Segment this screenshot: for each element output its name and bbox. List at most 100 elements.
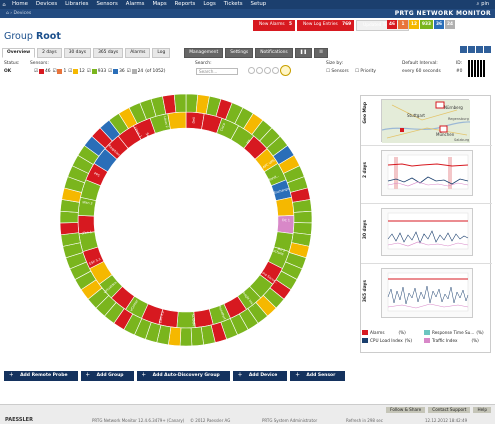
zoom-level-4[interactable] — [272, 67, 279, 74]
sensor-chip[interactable]: ☑ 933 — [87, 69, 106, 74]
search-label: Search: — [195, 61, 212, 66]
zoom-level-3[interactable] — [264, 67, 271, 74]
contact-support-button[interactable]: Contact Support — [428, 407, 471, 413]
add-sensor-button[interactable]: ＋ Add Sensor — [290, 371, 346, 381]
view-tiles-icon[interactable] — [468, 46, 475, 53]
nav-sensors[interactable]: Sensors — [96, 1, 118, 7]
tab-overview[interactable]: Overview — [2, 48, 36, 58]
zoom-level-1[interactable] — [248, 67, 255, 74]
breadcrumb-devices[interactable]: Devices — [13, 11, 32, 16]
sunburst-segment[interactable] — [185, 93, 199, 113]
tab-settings[interactable]: Settings — [225, 48, 254, 58]
tab-30-days[interactable]: 30 days — [63, 48, 92, 58]
menu-icon[interactable]: ☰ — [314, 48, 328, 58]
sunburst-segment[interactable] — [179, 327, 193, 347]
sunburst-segment[interactable] — [293, 210, 313, 224]
search-text[interactable]: pin — [481, 1, 489, 7]
legend-swatch-alarms — [362, 330, 368, 335]
tab-management[interactable]: Management — [184, 48, 224, 58]
new-alarms-button[interactable]: New Alarms 5 — [253, 20, 295, 31]
sunburst-segment[interactable] — [59, 210, 79, 224]
sunburst-segment[interactable] — [190, 326, 205, 347]
footer-copyright: © 2012 Paessler AG — [190, 418, 231, 423]
tab-alarms[interactable]: Alarms — [125, 48, 151, 58]
tab-log[interactable]: Log — [152, 48, 171, 58]
sensor-chip[interactable]: ☑ 46 — [34, 69, 51, 74]
graph-2days[interactable] — [381, 150, 473, 196]
nav-maps[interactable]: Maps — [152, 1, 167, 7]
sensor-chip[interactable]: ☑ 1 — [52, 69, 66, 74]
legend-traffic-label: Traffic Index — [432, 338, 458, 343]
sunburst-segment[interactable] — [59, 222, 80, 236]
sensor-chip[interactable]: ☑ 24 — [126, 69, 143, 74]
help-button[interactable]: Help — [473, 407, 491, 413]
view-sunburst-icon[interactable] — [484, 46, 491, 53]
tab-365-days[interactable]: 365 days — [93, 48, 124, 58]
status-count-badge[interactable]: 933 — [420, 20, 433, 29]
add-remote-probe-button[interactable]: ＋ Add Remote Probe — [4, 371, 78, 381]
nav-tickets[interactable]: Tickets — [223, 1, 243, 7]
new-log-entries-button[interactable]: New Log Entries 769 — [297, 20, 355, 31]
sunburst-label: Cisco — [219, 122, 226, 131]
home-icon[interactable]: ⌂ — [2, 1, 6, 8]
tab-2-days[interactable]: 2 days — [37, 48, 62, 58]
size-priority-option[interactable]: ☐ Priority — [355, 69, 376, 74]
sensor-chip-swatch — [131, 69, 137, 74]
nav-alarms[interactable]: Alarms — [125, 1, 145, 7]
nav-logs[interactable]: Logs — [203, 1, 216, 7]
zoom-level-selected[interactable] — [280, 65, 291, 76]
sensor-status-counts: 46 1 12 933 36 24 — [387, 20, 455, 29]
add-device-button[interactable]: ＋ Add Device — [232, 371, 288, 381]
graph-365days-label: 365 days — [363, 280, 368, 303]
size-sensors-option[interactable]: ☐ Sensors — [326, 69, 349, 74]
graph-365days[interactable] — [381, 268, 473, 318]
page-title-prefix: Group — [4, 31, 33, 42]
sensor-chip[interactable]: ☑ 36 — [108, 69, 125, 74]
nav-reports[interactable]: Reports — [174, 1, 196, 7]
nav-libraries[interactable]: Libraries — [65, 1, 89, 7]
sunburst-search-input[interactable]: Search... — [196, 68, 238, 75]
checkbox-icon[interactable]: ☑ — [86, 69, 91, 74]
follow-share-button[interactable]: Follow & Share — [386, 407, 426, 413]
add-group-button[interactable]: ＋ Add Group — [80, 371, 134, 381]
status-count-badge[interactable]: 36 — [433, 20, 444, 29]
sunburst-segment[interactable] — [167, 111, 187, 130]
geo-map[interactable]: Nürnberg Stuttgart München Regensburg Sa… — [381, 99, 471, 143]
tab-bar: Overview 2 days 30 days 365 days Alarms … — [2, 48, 328, 58]
search-icon[interactable]: ⌕ — [476, 1, 480, 7]
checkbox-icon[interactable]: ☑ — [126, 69, 131, 74]
size-priority-text: Priority — [360, 69, 376, 74]
nav-setup[interactable]: Setup — [250, 1, 267, 7]
nav-home[interactable]: Home — [12, 1, 28, 7]
graph-30days[interactable] — [381, 208, 473, 256]
top-search[interactable]: ⌕ pin — [476, 1, 489, 7]
view-list-icon[interactable] — [460, 46, 467, 53]
view-grid-icon[interactable] — [476, 46, 483, 53]
nav-devices[interactable]: Devices — [35, 1, 58, 7]
checkbox-icon[interactable]: ☑ — [68, 69, 73, 74]
status-count-badge[interactable]: 12 — [409, 20, 419, 29]
checkbox-icon[interactable]: ☑ — [108, 69, 113, 74]
brand-logo: PRTG NETWORK MONITOR — [394, 10, 491, 17]
sunburst-segment[interactable] — [173, 93, 187, 113]
status-count-badge[interactable]: 1 — [398, 20, 408, 29]
checkbox-icon[interactable]: ☑ — [34, 69, 38, 74]
breadcrumb[interactable]: ⌂ › Devices — [0, 9, 495, 18]
legend-swatch-cpu — [362, 338, 368, 343]
breadcrumb-home-icon[interactable]: ⌂ — [6, 11, 9, 16]
graph-2days-section: 2 days — [361, 146, 492, 204]
action-bar: ＋ Add Remote Probe ＋ Add Group ＋ Add Aut… — [4, 371, 346, 381]
id-label: ID: — [456, 61, 463, 66]
status-count-badge[interactable]: 46 — [387, 20, 397, 29]
status-count-badge[interactable]: 24 — [444, 20, 455, 29]
pause-icon[interactable]: ❚❚ — [294, 48, 313, 58]
zoom-level-2[interactable] — [256, 67, 263, 74]
legend-cpu-unit: (%) — [404, 338, 412, 343]
add-auto-discovery-label: Add Auto-Discovery Group — [147, 373, 225, 378]
sunburst-segment[interactable] — [275, 196, 295, 217]
sensor-chip[interactable]: ☑ 12 — [68, 69, 85, 74]
add-auto-discovery-group-button[interactable]: ＋ Add Auto-Discovery Group — [136, 371, 230, 381]
checkbox-icon[interactable]: ☑ — [52, 69, 57, 74]
tab-notifications[interactable]: Notifications — [255, 48, 293, 58]
